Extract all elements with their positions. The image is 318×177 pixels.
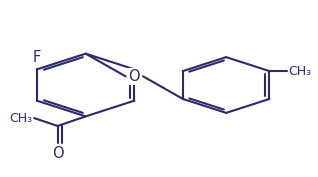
Text: CH₃: CH₃ (10, 112, 33, 125)
Text: O: O (52, 146, 63, 161)
Text: F: F (33, 50, 41, 65)
Text: O: O (128, 69, 140, 84)
Text: CH₃: CH₃ (288, 65, 311, 78)
